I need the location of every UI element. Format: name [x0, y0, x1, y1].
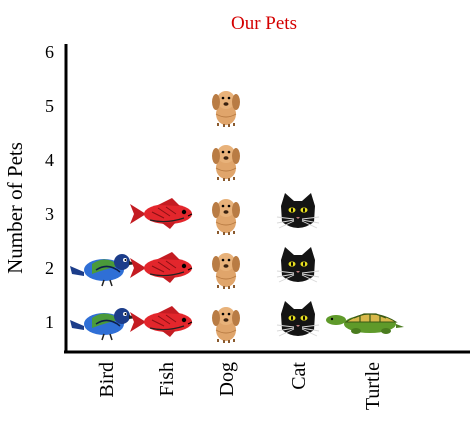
- fish-icon: [129, 197, 193, 230]
- category-label: Bird: [96, 362, 118, 398]
- category-label: Dog: [216, 362, 238, 396]
- y-tick-label: 5: [45, 96, 54, 116]
- category-labels: Bird Fish Dog Cat Turtle: [96, 362, 384, 411]
- cat-icon: [276, 300, 320, 337]
- bird-icon: [69, 307, 138, 341]
- turtle-icon: [325, 313, 405, 335]
- fish-icon: [129, 305, 193, 338]
- dog-icon: [211, 144, 241, 182]
- category-label: Turtle: [362, 362, 384, 410]
- dog-icon: [211, 198, 241, 236]
- cat-icon: [276, 192, 320, 229]
- cat-icon: [276, 246, 320, 283]
- bird-icon: [69, 253, 138, 287]
- dog-icon: [211, 306, 241, 344]
- pictograph-marks: [69, 90, 405, 344]
- y-tick-label: 6: [45, 42, 54, 62]
- y-tick-label: 4: [45, 150, 54, 170]
- y-tick-label: 2: [45, 258, 54, 278]
- chart-title: Our Pets: [231, 13, 297, 34]
- fish-icon: [129, 251, 193, 284]
- category-label: Cat: [288, 362, 310, 390]
- category-label: Fish: [156, 362, 178, 396]
- y-tick-label: 1: [45, 312, 54, 332]
- dog-icon: [211, 90, 241, 128]
- y-tick-labels: 1 2 3 4 5 6: [45, 42, 54, 332]
- y-axis-label: Number of Pets: [3, 142, 27, 274]
- dog-icon: [211, 252, 241, 290]
- y-tick-label: 3: [45, 204, 54, 224]
